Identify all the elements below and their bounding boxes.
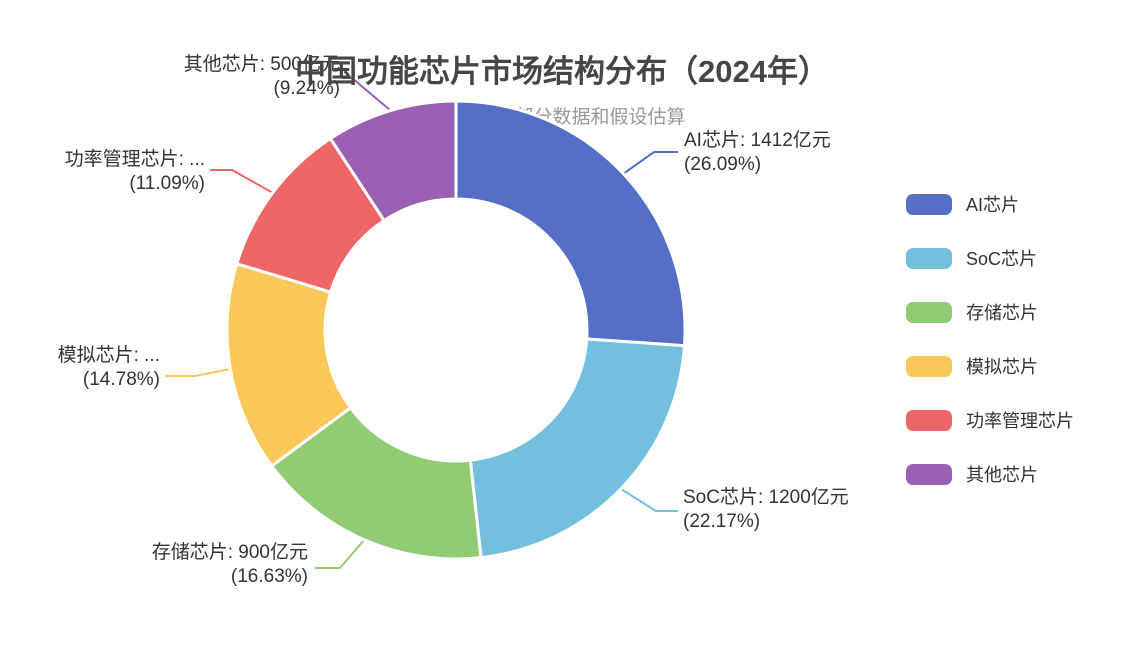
legend-item-power-chip[interactable]: 功率管理芯片 — [906, 407, 1074, 433]
legend-label[interactable]: AI芯片 — [966, 195, 1020, 215]
pie-label-line1: AI芯片: 1412亿元 — [684, 130, 831, 151]
pie-label-line1: 存储芯片: 900亿元 — [151, 542, 308, 563]
pie-label-line2: (9.24%) — [273, 78, 340, 99]
legend-item-soc-chip[interactable]: SoC芯片 — [906, 245, 1074, 271]
pie-slice-AI芯片[interactable] — [454, 99, 687, 348]
legend-label[interactable]: 存储芯片 — [966, 303, 1038, 323]
legend-swatch-icon[interactable] — [906, 301, 952, 323]
pie-label-line2: (26.09%) — [684, 154, 762, 175]
legend-swatch-icon[interactable] — [906, 409, 952, 431]
legend-label[interactable]: 功率管理芯片 — [966, 411, 1074, 431]
pie-slice-SoC芯片[interactable] — [468, 337, 686, 560]
pie-label-line2: (16.63%) — [230, 566, 308, 587]
legend-item-analog-chip[interactable]: 模拟芯片 — [906, 353, 1074, 379]
legend-swatch-icon[interactable] — [906, 193, 952, 215]
legend: AI芯片 SoC芯片 存储芯片 模拟芯片 功率管理芯片 其他芯片 — [906, 191, 1074, 487]
pie-label-line1: 模拟芯片: ... — [57, 345, 160, 366]
pie-label-memory-chip: 存储芯片: 900亿元 (16.63%) — [152, 541, 308, 589]
pie-label-line2: (11.09%) — [129, 173, 205, 194]
legend-label[interactable]: 模拟芯片 — [966, 357, 1038, 377]
pie-label-line2: (22.17%) — [683, 511, 761, 532]
pie-label-ai-chip: AI芯片: 1412亿元 (26.09%) — [684, 129, 831, 177]
pie-label-power-chip: 功率管理芯片: ... (11.09%) — [65, 148, 205, 196]
legend-item-memory-chip[interactable]: 存储芯片 — [906, 299, 1074, 325]
pie-label-soc-chip: SoC芯片: 1200亿元 (22.17%) — [683, 486, 849, 534]
pie-label-analog-chip: 模拟芯片: ... (14.78%) — [58, 344, 160, 392]
pie-label-line1: 其他芯片: 500亿元 — [183, 54, 340, 75]
legend-swatch-icon[interactable] — [906, 355, 952, 377]
legend-label[interactable]: 其他芯片 — [966, 465, 1038, 485]
pie-label-line1: SoC芯片: 1200亿元 — [683, 487, 849, 508]
legend-item-ai-chip[interactable]: AI芯片 — [906, 191, 1074, 217]
pie-label-other-chip: 其他芯片: 500亿元 (9.24%) — [184, 53, 340, 101]
pie-label-line1: 功率管理芯片: ... — [64, 149, 205, 170]
legend-item-other-chip[interactable]: 其他芯片 — [906, 461, 1074, 487]
pie-slice-其他芯片[interactable] — [328, 99, 458, 222]
legend-label[interactable]: SoC芯片 — [966, 249, 1038, 269]
legend-swatch-icon[interactable] — [906, 463, 952, 485]
pie-label-line2: (14.78%) — [82, 369, 160, 390]
legend-swatch-icon[interactable] — [906, 247, 952, 269]
